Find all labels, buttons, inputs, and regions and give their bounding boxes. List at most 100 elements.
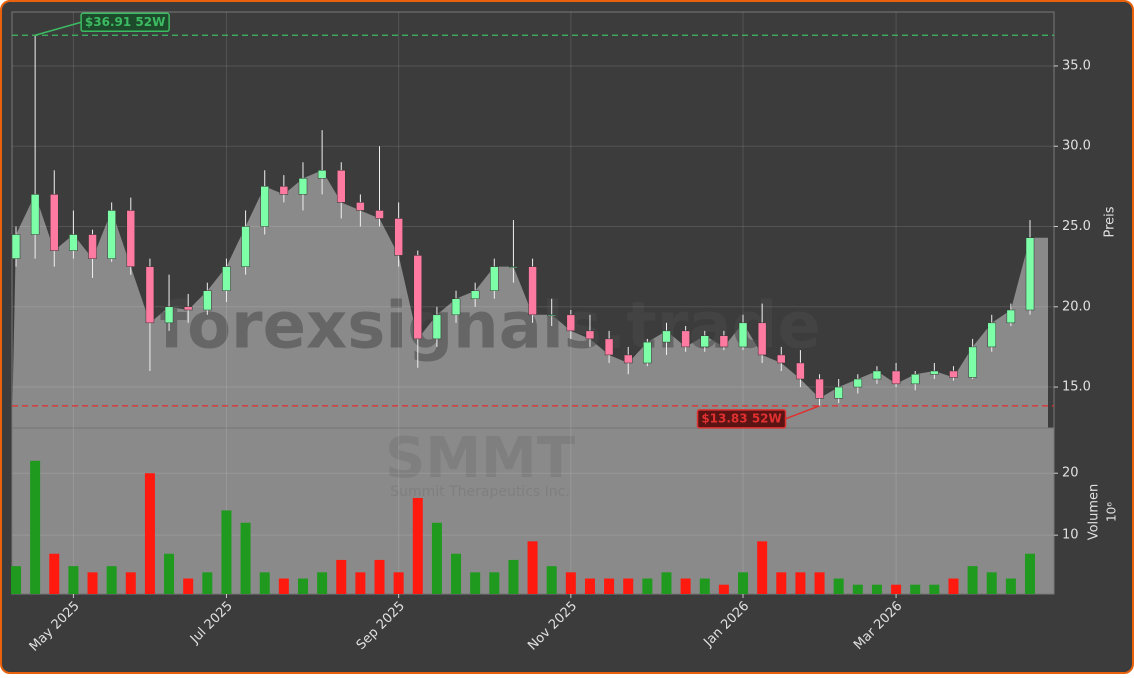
candle-body [241,226,250,267]
volume-bar [221,510,232,594]
candle-body [681,330,690,348]
volume-axis-label: Volumen [1087,484,1102,541]
watermark-symbol: SMMT [385,426,575,491]
candle-body [949,370,958,378]
volume-bar [106,566,117,594]
candle-body [260,186,269,227]
volume-bar [833,578,844,594]
volume-bar [87,572,98,594]
candle-body [643,341,652,364]
volume-bar [470,572,481,594]
volume-bar [738,572,749,594]
candle-body [700,335,710,348]
annotation-arrow [34,21,82,37]
volume-bar [757,541,768,594]
candle-body [872,370,882,380]
volume-bar [125,572,136,594]
volume-bar [183,578,194,594]
volume-bar [948,578,959,594]
volume-bar [297,578,308,594]
volume-bar [336,559,347,594]
candle-body [107,210,116,259]
volume-bar [680,578,691,594]
price-area [12,170,1048,428]
volume-bar [546,566,557,594]
volume-bar [30,460,41,594]
candle-body [50,194,59,251]
candle-body [662,330,671,343]
volume-bar [355,572,366,594]
volume-bar [11,566,21,594]
volume-bar [718,584,729,594]
volume-bar [929,584,940,594]
candle-body [11,234,21,259]
volume-bar [164,553,175,594]
annotation-box [696,409,787,429]
candle-body [356,202,365,211]
candle-body [604,338,614,356]
volume-bar [699,578,710,594]
candle-body [987,322,996,348]
candle-body [815,378,824,399]
volume-bar [871,584,882,594]
candle-body [566,314,576,332]
candle-body [796,362,805,380]
volume-bar [891,584,902,594]
volume-bar [489,572,500,594]
annotation-box [80,12,170,33]
candle-body [88,234,97,259]
volume-bar [527,541,538,594]
volume-bar [431,522,442,594]
volume-bar [795,572,806,594]
volume-bar [565,572,576,594]
volume-bar [49,553,60,594]
y-tick-label: 15.0 [1062,380,1091,395]
candle-body [126,210,136,267]
volume-bar [278,578,289,594]
volume-bar [642,578,653,594]
candle-body [164,306,174,324]
candle-body [203,290,212,311]
candle-body [413,255,423,340]
volume-multiplier: 10⁶ [1105,502,1119,522]
volume-bar [1005,578,1016,594]
candle-body [738,322,748,348]
y-tick-label: 25.0 [1062,219,1091,234]
candle-body [547,314,556,317]
candle-body [317,170,327,179]
y-tick-label: 20 [1062,466,1079,481]
volume-bar [508,559,519,594]
watermark-company: Summit Therapeutics Inc. [390,484,570,500]
candle-body [1025,237,1035,311]
volume-bar [604,578,615,594]
candle-body [222,266,231,291]
candle-body [623,354,633,364]
candle-body [719,335,729,348]
candle-body [910,373,920,385]
candle-body [528,266,537,316]
candle-body [490,266,499,291]
volume-bar [202,572,213,594]
annotation-label: $36.91 52W [85,15,165,29]
annotation-label: $13.83 52W [701,411,781,425]
volume-bar [1025,553,1035,594]
volume-bar [144,473,155,594]
candle-body [30,194,40,235]
candle-body [757,322,767,356]
volume-bar [852,584,863,594]
volume-bar [451,553,462,594]
candle-body [279,186,289,195]
candle-body [298,178,308,195]
y-tick-label: 30.0 [1062,139,1091,154]
candle-body [69,234,78,251]
candle-body [375,210,384,219]
candle-body [1006,309,1016,324]
y-tick-label: 20.0 [1062,299,1091,314]
annotation-arrow [785,405,820,420]
volume-bar [910,584,921,594]
volume-bar [374,559,385,594]
candle-body [834,386,843,399]
candle-body [451,298,461,316]
volume-bar [317,572,328,594]
